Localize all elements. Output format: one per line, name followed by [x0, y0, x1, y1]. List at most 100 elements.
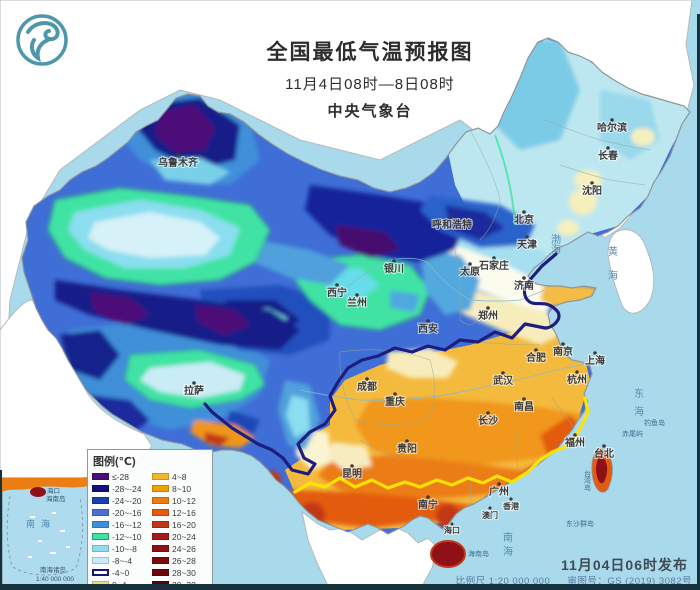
- legend-label: -12~-10: [112, 531, 142, 542]
- city-chengdu: 成都: [356, 377, 378, 394]
- inset-mainland: [2, 478, 88, 492]
- svg-text:上海: 上海: [585, 354, 605, 367]
- svg-text:天津: 天津: [517, 238, 537, 251]
- city-lanzhou: 兰州: [346, 293, 368, 310]
- legend-label: 24~26: [172, 543, 196, 554]
- legend-swatch: [92, 497, 109, 504]
- taiwan-island: [591, 447, 613, 493]
- city-hefei: 合肥: [524, 348, 547, 365]
- legend-label: ≤-28: [112, 471, 129, 482]
- svg-text:福州: 福州: [564, 436, 585, 449]
- city-shijiazhuang: 石家庄: [477, 256, 510, 273]
- svg-text:香港: 香港: [502, 501, 520, 511]
- svg-text:哈尔滨: 哈尔滨: [597, 121, 627, 134]
- map-title: 全国最低气温预报图: [266, 41, 474, 64]
- svg-text:成都: 成都: [357, 380, 377, 393]
- city-yinchuan: 银川: [383, 259, 405, 276]
- city-lasa: 拉萨: [183, 381, 205, 398]
- legend-swatch: [152, 545, 169, 552]
- legend-swatch: [152, 569, 169, 576]
- sea-label-donghai: 东海: [632, 387, 644, 424]
- inset-scale: 1:40 000 000: [36, 576, 74, 583]
- svg-text:贵阳: 贵阳: [397, 442, 417, 455]
- svg-text:北京: 北京: [514, 213, 534, 226]
- city-xianggang: 香港: [501, 497, 521, 512]
- legend-label: -10~-8: [112, 543, 137, 554]
- city-beijing: 北京: [513, 210, 535, 227]
- svg-text:兰州: 兰州: [347, 296, 367, 309]
- city-chongqing: 重庆: [384, 392, 406, 409]
- island-label-hainandao: 海南岛: [468, 549, 489, 558]
- legend-label: -4~0: [112, 567, 130, 578]
- city-haerbin: 哈尔滨: [596, 118, 628, 135]
- zero-degree-line: [203, 252, 561, 476]
- city-aomen: 澳门: [481, 506, 499, 521]
- map-scale: 比例尺 1:20 000 000: [455, 576, 551, 587]
- legend-swatch: [152, 557, 169, 564]
- city-wulumuqi: 乌鲁木齐: [157, 153, 200, 170]
- sea-label-bohai: 渤海: [549, 233, 561, 255]
- map-agency: 中央气象台: [327, 103, 413, 120]
- sea-label-nanhai: 南海: [501, 531, 513, 560]
- svg-text:拉萨: 拉萨: [184, 384, 204, 397]
- right-frame-strip: [697, 14, 700, 590]
- legend-swatch: [152, 533, 169, 540]
- city-nanjing: 南京: [552, 342, 574, 359]
- map-title-block: 全国最低气温预报图 11月4日08时—8日08时 中央气象台: [190, 36, 550, 121]
- inset-label-nanhai: 南海: [26, 518, 56, 529]
- legend-swatch: [152, 509, 169, 516]
- svg-text:西安: 西安: [418, 322, 438, 335]
- city-nanning: 南宁: [417, 495, 439, 512]
- legend-swatch: [152, 473, 169, 480]
- island-label-diaoyudao: 钓鱼岛: [644, 418, 665, 427]
- left-frame-strip: [0, 470, 2, 590]
- legend-swatch: [92, 485, 109, 492]
- city-taiyuan: 太原: [458, 262, 481, 279]
- city-kunming: 昆明: [341, 464, 363, 481]
- legend-label: 4~8: [172, 471, 187, 482]
- svg-text:昆明: 昆明: [342, 468, 362, 480]
- cma-logo-icon: [16, 14, 68, 66]
- map-meta: 比例尺 1:20 000 000 审图号：GS (2019) 3082号: [456, 573, 692, 587]
- svg-text:重庆: 重庆: [385, 395, 405, 408]
- legend-column-cold: ≤-28 -28~-24 -24~-20 -20~-16 -16~-12 -12…: [92, 471, 148, 590]
- svg-text:乌鲁木齐: 乌鲁木齐: [158, 156, 199, 169]
- svg-text:济南: 济南: [514, 279, 534, 292]
- legend-swatch: [152, 485, 169, 492]
- city-taibei: 台北: [593, 444, 615, 461]
- svg-text:海口: 海口: [444, 525, 460, 535]
- legend-swatch: [152, 497, 169, 504]
- svg-text:沈阳: 沈阳: [582, 184, 602, 197]
- city-markers: 乌鲁木齐 哈尔滨 长春 沈阳 呼和浩特 北京 天津 石家庄 太原 济南 郑州 西…: [157, 118, 628, 536]
- city-xining: 西宁: [326, 283, 348, 300]
- city-tianjin: 天津: [516, 235, 538, 252]
- island-label-taiwandao: 台湾岛: [584, 469, 592, 492]
- sea-label-huanghai: 黄海: [606, 245, 618, 294]
- legend-label: 8~10: [172, 483, 192, 494]
- city-huhehaote: 呼和浩特: [431, 215, 473, 232]
- svg-text:长沙: 长沙: [478, 414, 498, 427]
- svg-text:广州: 广州: [489, 485, 509, 498]
- svg-text:南京: 南京: [553, 345, 573, 358]
- temperature-legend: 图例(℃) ≤-28 -28~-24 -24~-20 -20~-16 -16~-…: [87, 449, 213, 590]
- legend-swatch: [92, 569, 109, 576]
- legend-label: 26~28: [172, 555, 196, 566]
- legend-title: 图例(℃): [93, 456, 136, 468]
- island-label-dongshaqundao: 东沙群岛: [566, 519, 594, 528]
- city-jinan: 济南: [513, 276, 535, 293]
- south-china-sea-inset: 海口 海南岛 南海 南海诸岛 1:40 000 000: [1, 477, 89, 589]
- province-borders: [339, 119, 651, 519]
- legend-label: 28~30: [172, 567, 196, 578]
- green-contour: [494, 134, 516, 226]
- legend-swatch: [92, 509, 109, 516]
- inset-label-haikou: 海口: [47, 486, 60, 495]
- korea-peninsula: [607, 229, 655, 314]
- hainan-island: [430, 540, 466, 568]
- city-shanghai: 上海: [584, 351, 606, 368]
- legend-label: -24~-20: [112, 495, 142, 506]
- legend-swatch: [92, 545, 109, 552]
- city-shenyang: 沈阳: [581, 181, 603, 198]
- legend-label: -16~-12: [112, 519, 142, 530]
- legend-label: -28~-24: [112, 483, 142, 494]
- legend-column-warm: 4~8 8~10 10~12 12~16 16~20 20~24 24~26 2…: [152, 471, 208, 590]
